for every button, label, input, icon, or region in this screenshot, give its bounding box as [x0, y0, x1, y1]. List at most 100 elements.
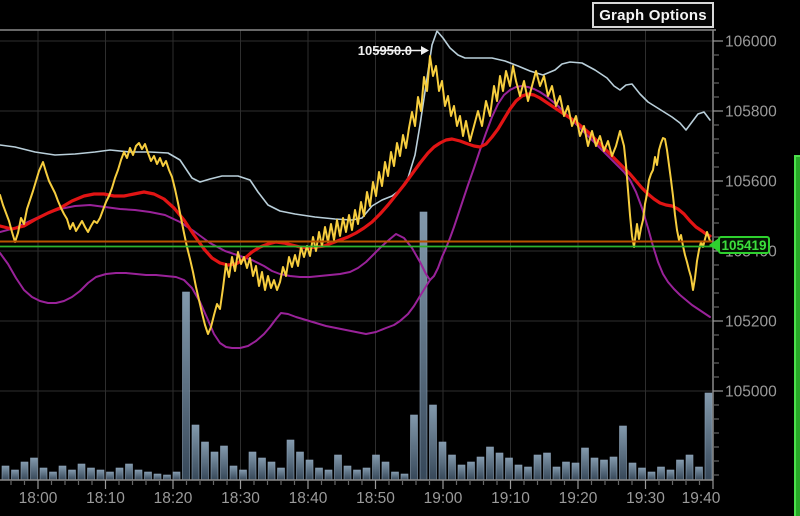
volume-bar [467, 461, 475, 480]
volume-bar [182, 291, 190, 480]
volume-bar [125, 463, 133, 480]
volume-bar [666, 469, 675, 480]
volume-bar [514, 464, 523, 480]
volume-bar [638, 467, 646, 480]
volume-bar [581, 447, 589, 480]
x-axis-label: 18:00 [19, 490, 58, 507]
volume-bar [68, 469, 76, 480]
x-axis-label: 18:50 [356, 490, 395, 507]
volume-bar [448, 454, 456, 480]
volume-bar [419, 211, 428, 480]
volume-bar [704, 392, 713, 480]
volume-bar [1, 465, 10, 480]
volume-bar [524, 466, 532, 480]
volume-bar [600, 459, 608, 480]
volume-bar [571, 462, 580, 480]
volume-bar [77, 463, 86, 480]
volume-bar [552, 466, 561, 480]
peak-price-annotation: 105950.0 [357, 43, 412, 58]
volume-bar [258, 457, 266, 480]
price-series [0, 30, 713, 349]
volume-bar [429, 404, 437, 480]
y-axis-label: 106000 [725, 34, 777, 51]
x-axis-label: 18:30 [221, 490, 260, 507]
volume-bar [628, 462, 637, 480]
y-axis-label: 105000 [725, 384, 777, 401]
volume-bars [1, 211, 713, 480]
annotation-pointer-arrow-icon [375, 46, 429, 55]
volume-bar [201, 441, 209, 480]
volume-bar [87, 467, 95, 480]
volume-bar [20, 461, 29, 480]
axes: 10600010580010560010540010520010500018:0… [0, 29, 777, 507]
volume-bar [210, 451, 219, 480]
volume-bar [11, 469, 19, 480]
volume-bar [172, 471, 181, 480]
last-price-arrow-icon [709, 238, 719, 252]
x-axis-label: 19:00 [424, 490, 463, 507]
volume-bar [562, 461, 570, 480]
volume-bar [144, 471, 152, 480]
volume-bar [49, 471, 57, 480]
volume-bar [239, 469, 247, 480]
volume-bar [96, 469, 105, 480]
volume-bar [609, 456, 618, 480]
grid-lines [0, 30, 713, 480]
volume-bar [191, 424, 200, 480]
volume-bar [305, 459, 314, 480]
graph-options-button[interactable]: Graph Options [592, 2, 714, 28]
volume-bar [619, 425, 627, 480]
last-price-badge: 105419 [718, 236, 770, 254]
y-axis-label: 105600 [725, 174, 777, 191]
volume-bar [267, 461, 276, 480]
series-band-lower-purple [0, 252, 431, 349]
volume-bar [220, 445, 228, 480]
volume-bar [381, 461, 390, 480]
volume-bar [134, 469, 143, 480]
volume-bar [400, 473, 409, 480]
volume-bar [457, 464, 466, 480]
volume-bar [647, 471, 656, 480]
volume-bar [685, 454, 694, 480]
series-band-outer-high [0, 30, 711, 221]
volume-bar [362, 467, 371, 480]
volume-bar [391, 471, 399, 480]
y-axis-label: 105200 [725, 314, 777, 331]
volume-bar [324, 469, 333, 480]
volume-bar [590, 457, 599, 480]
volume-bar [410, 414, 418, 480]
volume-bar [438, 441, 447, 480]
volume-bar [106, 471, 114, 480]
x-axis-label: 18:20 [154, 490, 193, 507]
volume-bar [353, 469, 361, 480]
right-edge-green-panel [794, 155, 800, 516]
x-axis-label: 18:40 [289, 490, 328, 507]
x-axis-label: 19:30 [626, 490, 665, 507]
volume-bar [486, 446, 494, 480]
volume-bar [58, 465, 67, 480]
volume-bar [505, 457, 513, 480]
volume-bar [115, 467, 124, 480]
volume-bar [163, 474, 171, 480]
volume-bar [495, 452, 504, 480]
volume-bar [296, 451, 304, 480]
y-axis-label: 105800 [725, 104, 777, 121]
volume-bar [343, 465, 352, 480]
volume-bar [533, 454, 542, 480]
volume-bar [372, 454, 380, 480]
volume-bar [657, 466, 665, 480]
series-sma-red [0, 92, 712, 267]
x-axis-label: 19:20 [559, 490, 598, 507]
volume-bar [286, 439, 295, 480]
volume-bar [695, 466, 703, 480]
x-axis-label: 19:40 [682, 490, 721, 507]
x-axis-label: 19:10 [491, 490, 530, 507]
volume-bar [39, 467, 48, 480]
volume-bar [543, 452, 551, 480]
volume-bar [30, 457, 38, 480]
volume-bar [229, 465, 238, 480]
x-axis-label: 18:10 [86, 490, 125, 507]
volume-bar [153, 473, 162, 480]
